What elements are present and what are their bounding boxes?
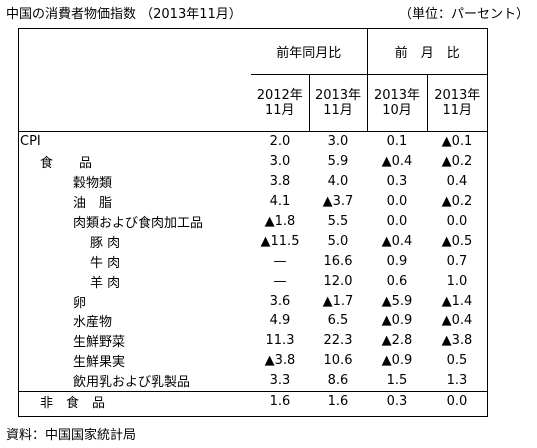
table-row: 非 食 品 1.6 1.6 0.3 0.0 (18, 390, 487, 412)
value-cell: 0.0 (386, 194, 408, 210)
value-cell: 10.6 (323, 353, 353, 369)
row-label: 非 食 品 (18, 390, 251, 412)
value-cell: ▲2.8 (381, 333, 413, 349)
value-cell: — (273, 253, 287, 269)
value-cell: 5.9 (327, 154, 349, 170)
value-cell: 2.0 (269, 134, 291, 150)
value-cell: — (273, 273, 287, 289)
table-row: 羊 肉 — 12.0 0.6 1.0 (18, 271, 487, 291)
value-cell: 1.0 (446, 273, 468, 289)
value-cell: 0.3 (386, 174, 408, 190)
header-col-2: 2013年 11月 (309, 74, 368, 132)
value-cell: 3.3 (269, 373, 291, 389)
table-row: 食 品 3.0 5.9 ▲0.4 ▲0.2 (18, 152, 487, 172)
value-cell: 3.6 (269, 293, 291, 309)
value-cell: 6.5 (327, 313, 349, 329)
value-cell: ▲0.2 (441, 154, 473, 170)
value-cell: 5.0 (327, 233, 349, 249)
value-cell: ▲3.7 (322, 194, 354, 210)
row-label: 卵 (73, 295, 87, 311)
value-cell: ▲5.9 (381, 293, 413, 309)
row-label: 羊 肉 (90, 275, 121, 291)
row-label: 油 脂 (73, 196, 113, 212)
table-row: CPI 2.0 3.0 0.1 ▲0.1 (18, 132, 487, 152)
table-row: 水産物 4.9 6.5 ▲0.9 ▲0.4 (18, 311, 487, 331)
value-cell: 5.5 (327, 214, 349, 229)
row-label: 豚 肉 (90, 235, 121, 251)
value-cell: 1.3 (446, 373, 468, 389)
value-cell: 0.6 (386, 273, 408, 289)
table-row: 生鮮野菜 11.3 22.3 ▲2.8 ▲3.8 (18, 331, 487, 351)
value-cell: ▲0.5 (441, 233, 473, 249)
value-cell: ▲0.4 (381, 154, 413, 170)
row-label: 牛 肉 (90, 255, 121, 271)
value-cell: 3.8 (269, 174, 291, 190)
header-year-over-year: 前年同月比 (251, 28, 368, 75)
source-note: 資料：中国国家統計局 (6, 428, 137, 443)
value-cell: 0.4 (446, 174, 468, 190)
value-cell: ▲3.8 (264, 353, 296, 369)
table-row: 生鮮果実 ▲3.8 10.6 ▲0.9 0.5 (18, 351, 487, 371)
row-label: 食 品 (40, 156, 93, 172)
row-label: 生鮮野菜 (73, 335, 126, 351)
value-cell: 0.7 (446, 253, 468, 269)
row-label: 肉類および食肉加工品 (73, 216, 204, 231)
value-cell: 1.5 (386, 373, 408, 389)
value-cell: ▲3.8 (441, 333, 473, 349)
value-cell: ▲0.4 (441, 313, 473, 329)
value-cell: 0.3 (367, 390, 427, 412)
value-cell: ▲0.2 (441, 194, 473, 210)
value-cell: ▲0.9 (381, 313, 413, 329)
value-cell: 4.0 (327, 174, 349, 190)
table-row: 肉類および食肉加工品 ▲1.8 5.5 0.0 0.0 (18, 212, 487, 232)
value-cell: ▲0.9 (381, 353, 413, 369)
value-cell: ▲0.4 (381, 233, 413, 249)
table-row: 飲用乳および乳製品 3.3 8.6 1.5 1.3 (18, 371, 487, 391)
header-col-4: 2013年 11月 (427, 74, 487, 132)
value-cell: 3.0 (269, 154, 291, 170)
value-cell: 16.6 (323, 253, 353, 269)
value-cell: 11.3 (265, 333, 295, 349)
row-label: 飲用乳および乳製品 (73, 375, 191, 391)
value-cell: 8.6 (327, 373, 349, 389)
table-row: 油 脂 4.1 ▲3.7 0.0 ▲0.2 (18, 192, 487, 212)
page-title: 中国の消費者物価指数 （2013年11月） (6, 7, 242, 22)
table-row: 卵 3.6 ▲1.7 ▲5.9 ▲1.4 (18, 291, 487, 311)
value-cell: 0.9 (386, 253, 408, 269)
value-cell: 1.6 (251, 390, 309, 412)
row-label: 穀物類 (73, 176, 113, 192)
value-cell: 0.0 (386, 214, 408, 229)
table-row: 牛 肉 — 16.6 0.9 0.7 (18, 251, 487, 271)
value-cell: ▲1.8 (264, 214, 296, 229)
value-cell: 0.0 (427, 390, 487, 412)
value-cell: 0.0 (446, 214, 468, 229)
table-row: 穀物類 3.8 4.0 0.3 0.4 (18, 172, 487, 192)
value-cell: ▲0.1 (441, 134, 473, 150)
value-cell: 0.1 (386, 134, 408, 150)
value-cell: 22.3 (323, 333, 353, 349)
row-label: 水産物 (73, 315, 113, 331)
value-cell: 3.0 (327, 134, 349, 150)
value-cell: ▲11.5 (260, 233, 300, 249)
header-month-over-month: 前 月 比 (367, 28, 487, 75)
cpi-table: 前年同月比 前 月 比 2012年 11月 2013年 11月 2013年 10月 2… (18, 28, 487, 412)
row-header-cell (18, 28, 251, 132)
value-cell: 1.6 (309, 390, 367, 412)
value-cell: 4.1 (269, 194, 291, 210)
value-cell: 0.5 (446, 353, 468, 369)
value-cell: ▲1.4 (441, 293, 473, 309)
value-cell: 4.9 (269, 313, 291, 329)
header-col-3: 2013年 10月 (367, 74, 428, 132)
unit-label: （単位：パーセント） (398, 7, 529, 22)
row-label: CPI (20, 134, 41, 150)
value-cell: 12.0 (323, 273, 353, 289)
header-col-1: 2012年 11月 (251, 74, 310, 132)
table-body: CPI 2.0 3.0 0.1 ▲0.1 食 品 3.0 5.9 ▲0.4 ▲0.2 穀物類 3.8 4… (18, 132, 487, 412)
table-row: 豚 肉 ▲11.5 5.0 ▲0.4 ▲0.5 (18, 231, 487, 251)
row-label: 生鮮果実 (73, 355, 126, 371)
value-cell: ▲1.7 (322, 293, 354, 309)
